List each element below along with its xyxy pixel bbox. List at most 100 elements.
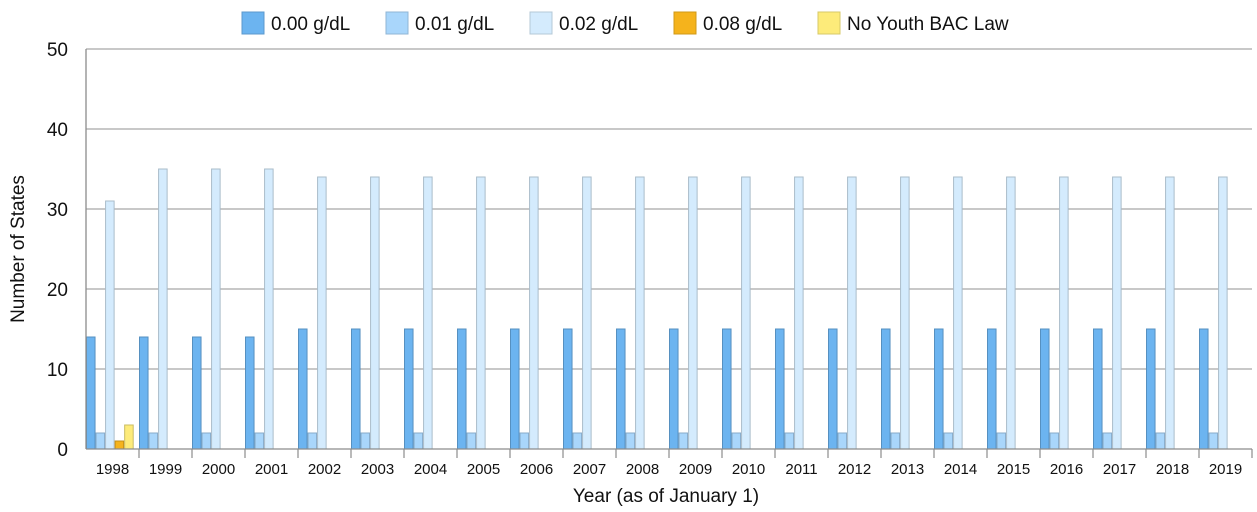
legend-label: No Youth BAC Law	[847, 14, 1009, 35]
legend-item: 0.02 g/dL	[529, 11, 638, 35]
bar-0-01-g-dl-1999	[148, 432, 159, 450]
x-tick-label: 2017	[1103, 461, 1136, 478]
bar-0-01-g-dl-2006	[519, 432, 530, 450]
y-tick-label: 50	[47, 40, 68, 61]
x-tick-label: 2007	[573, 461, 606, 478]
bar-0-02-g-dl-2017	[1112, 176, 1122, 450]
x-tick-label: 1999	[149, 461, 182, 478]
bar-0-01-g-dl-2012	[837, 432, 848, 450]
x-axis-title: Year (as of January 1)	[573, 486, 759, 507]
bar-0-00-g-dl-2001	[245, 336, 255, 450]
bar-0-00-g-dl-2009	[669, 328, 679, 450]
bar-0-01-g-dl-2003	[360, 432, 371, 450]
bar-0-00-g-dl-2013	[881, 328, 891, 450]
gridlines	[86, 48, 1252, 370]
x-tick-label: 2019	[1209, 461, 1242, 478]
bar-0-02-g-dl-2006	[529, 176, 539, 450]
bar-0-01-g-dl-2011	[784, 432, 795, 450]
bar-0-00-g-dl-2011	[775, 328, 785, 450]
bar-0-01-g-dl-2008	[625, 432, 636, 450]
y-tick-label: 30	[47, 200, 68, 221]
bar-0-01-g-dl-2007	[572, 432, 583, 450]
bar-0-01-g-dl-2016	[1049, 432, 1060, 450]
x-tick-label: 2009	[679, 461, 712, 478]
bar-0-00-g-dl-1998	[86, 336, 96, 450]
legend-label: 0.01 g/dL	[415, 14, 494, 35]
y-axis-title: Number of States	[8, 175, 29, 323]
bar-0-00-g-dl-2006	[510, 328, 520, 450]
bar-0-01-g-dl-2013	[890, 432, 901, 450]
x-tick-label: 1998	[96, 461, 129, 478]
bar-0-02-g-dl-2004	[423, 176, 433, 450]
y-tick-label: 20	[47, 280, 68, 301]
bar-0-00-g-dl-2018	[1146, 328, 1156, 450]
bar-0-01-g-dl-1998	[95, 432, 106, 450]
bar-0-02-g-dl-2014	[953, 176, 963, 450]
bar-0-01-g-dl-2017	[1102, 432, 1113, 450]
x-tick-label: 2016	[1050, 461, 1083, 478]
x-tick-label: 2010	[732, 461, 765, 478]
bar-0-02-g-dl-2009	[688, 176, 698, 450]
x-tick-label: 2018	[1156, 461, 1189, 478]
bar-0-02-g-dl-1999	[158, 168, 168, 450]
bar-0-02-g-dl-2013	[900, 176, 910, 450]
bar-0-00-g-dl-2015	[987, 328, 997, 450]
bar-0-02-g-dl-2012	[847, 176, 857, 450]
x-tick-label: 2012	[838, 461, 871, 478]
legend-swatch	[673, 11, 697, 35]
bar-0-00-g-dl-2000	[192, 336, 202, 450]
bar-0-01-g-dl-2002	[307, 432, 318, 450]
legend-swatch	[529, 11, 553, 35]
bar-0-00-g-dl-2019	[1199, 328, 1209, 450]
bar-0-00-g-dl-2004	[404, 328, 414, 450]
bar-0-02-g-dl-2002	[317, 176, 327, 450]
x-tick-label: 2013	[891, 461, 924, 478]
bar-0-00-g-dl-2010	[722, 328, 732, 450]
x-tick-label: 2011	[785, 461, 817, 478]
x-tick-label: 2002	[308, 461, 341, 478]
bar-0-01-g-dl-2004	[413, 432, 424, 450]
bar-no-youth-bac-law-1998	[124, 424, 134, 450]
bar-0-01-g-dl-2001	[254, 432, 265, 450]
bar-0-02-g-dl-2003	[370, 176, 380, 450]
bar-0-00-g-dl-2016	[1040, 328, 1050, 450]
y-axis-ticks: 0 10 20 30 40 50	[47, 40, 68, 461]
bar-0-01-g-dl-2019	[1208, 432, 1219, 450]
bar-0-00-g-dl-2003	[351, 328, 361, 450]
legend-item: 0.00 g/dL	[241, 11, 350, 35]
bars	[86, 168, 1228, 450]
bar-0-02-g-dl-2018	[1165, 176, 1175, 450]
bar-0-00-g-dl-2007	[563, 328, 573, 450]
bar-0-02-g-dl-2016	[1059, 176, 1069, 450]
bar-0-00-g-dl-2012	[828, 328, 838, 450]
bar-0-02-g-dl-2015	[1006, 176, 1016, 450]
bar-0-00-g-dl-2014	[934, 328, 944, 450]
x-tick-label: 2005	[467, 461, 500, 478]
legend-swatch	[385, 11, 409, 35]
legend-swatch	[241, 11, 265, 35]
bar-0-02-g-dl-2011	[794, 176, 804, 450]
x-tick-label: 2006	[520, 461, 553, 478]
legend-item: 0.08 g/dL	[673, 11, 782, 35]
bar-0-02-g-dl-2007	[582, 176, 592, 450]
y-tick-label: 10	[47, 360, 68, 381]
legend-item: 0.01 g/dL	[385, 11, 494, 35]
x-tick-label: 2008	[626, 461, 659, 478]
legend-label: 0.00 g/dL	[271, 14, 350, 35]
legend: 0.00 g/dL 0.01 g/dL 0.02 g/dL 0.08 g/dL No Y…	[241, 11, 1009, 35]
x-tick-label: 2001	[255, 461, 288, 478]
bar-0-01-g-dl-2000	[201, 432, 212, 450]
bar-0-02-g-dl-2019	[1218, 176, 1228, 450]
legend-item: No Youth BAC Law	[817, 11, 1009, 35]
bar-0-02-g-dl-2008	[635, 176, 645, 450]
bar-0-08-g-dl-1998	[114, 440, 125, 450]
x-tick-label: 2004	[414, 461, 447, 478]
x-tick-label: 2015	[997, 461, 1030, 478]
bar-0-00-g-dl-2005	[457, 328, 467, 450]
bar-0-02-g-dl-2000	[211, 168, 221, 450]
legend-label: 0.02 g/dL	[559, 14, 638, 35]
x-axis-ticks: 1998 1999 2000 2001 2002 2003 2004 2005 2006 2007…	[96, 449, 1253, 478]
bar-0-01-g-dl-2018	[1155, 432, 1166, 450]
